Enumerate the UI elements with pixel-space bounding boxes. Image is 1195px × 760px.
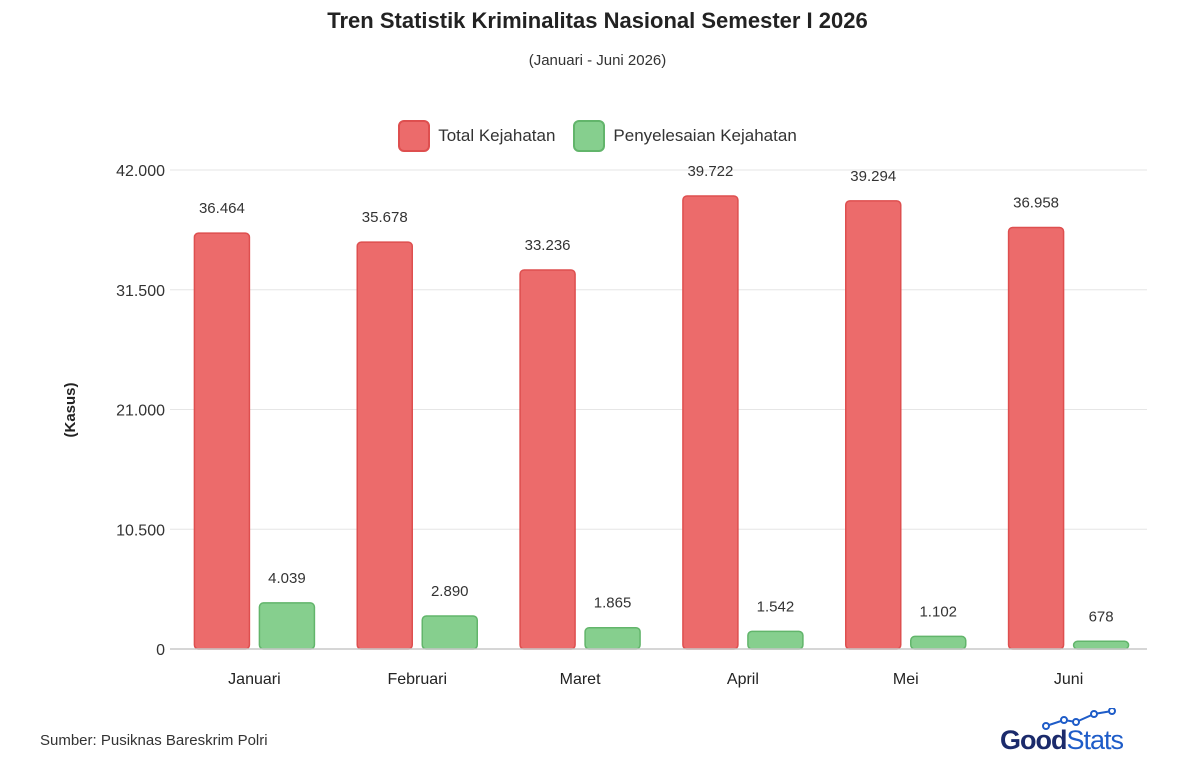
y-tick-label: 0 [156,642,165,659]
data-label-penyelesaian-kejahatan: 1.865 [594,595,632,612]
x-tick-label: April [727,671,759,688]
chart-title: Tren Statistik Kriminalitas Nasional Sem… [327,8,868,33]
data-label-total-kejahatan: 39.294 [850,168,896,185]
bar-total-kejahatan[interactable] [519,269,576,650]
legend-swatch-penyelesaian-kejahatan [573,120,606,152]
y-tick-label: 21.000 [116,403,165,420]
bar-penyelesaian-kejahatan[interactable] [421,615,478,650]
data-label-total-kejahatan: 36.958 [1013,195,1059,212]
y-tick-label: 31.500 [116,283,165,300]
data-label-penyelesaian-kejahatan: 1.102 [919,603,957,620]
x-tick-label: Juni [1054,671,1083,688]
legend-label-penyelesaian-kejahatan: Penyelesaian Kejahatan [613,126,797,145]
data-label-penyelesaian-kejahatan: 4.039 [268,570,306,587]
bar-total-kejahatan[interactable] [682,195,739,650]
x-tick-label: Maret [560,671,601,688]
data-label-total-kejahatan: 36.464 [199,200,245,217]
bar-penyelesaian-kejahatan[interactable] [747,630,804,650]
y-axis-ticks: 0 10.500 21.000 31.500 42.000 [116,163,165,659]
source-note: Sumber: Pusiknas Bareskrim Polri [40,732,268,749]
y-tick-label: 10.500 [116,522,165,539]
bar-total-kejahatan[interactable] [845,200,902,650]
bar-penyelesaian-kejahatan[interactable] [910,635,967,650]
legend-item-penyelesaian-kejahatan[interactable]: Penyelesaian Kejahatan [573,120,797,152]
y-axis-label: (Kasus) [62,382,79,437]
x-tick-label: Februari [387,671,447,688]
bar-total-kejahatan[interactable] [356,241,413,650]
legend-item-total-kejahatan[interactable]: Total Kejahatan [398,120,555,152]
data-label-total-kejahatan: 35.678 [362,209,408,226]
data-labels: 36.464 4.039 35.678 2.890 33.236 1.865 39.722 1… [199,163,1114,625]
bar-penyelesaian-kejahatan[interactable] [1072,640,1130,650]
logo-text-stats: Stats [1066,725,1124,755]
bar-total-kejahatan[interactable] [1007,226,1065,650]
bar-penyelesaian-kejahatan[interactable] [584,626,641,650]
logo-text-good: Good [1000,725,1067,755]
legend: Total Kejahatan Penyelesaian Kejahatan [0,120,1195,152]
bar-total-kejahatan[interactable] [193,232,251,650]
legend-swatch-total-kejahatan [398,120,431,152]
logo-trend-icon [1042,708,1116,730]
data-label-penyelesaian-kejahatan: 2.890 [431,583,469,600]
x-axis-ticks: Januari Februari Maret April Mei Juni [228,671,1083,688]
bars [193,195,1130,650]
data-label-penyelesaian-kejahatan: 678 [1089,608,1114,625]
chart-subtitle: (Januari - Juni 2026) [528,52,667,69]
goodstats-logo: GoodStats [1000,708,1150,756]
logo-text: GoodStats [1000,725,1124,756]
data-label-total-kejahatan: 39.722 [687,163,733,180]
data-label-penyelesaian-kejahatan: 1.542 [757,598,795,615]
bar-penyelesaian-kejahatan[interactable] [258,602,316,650]
data-label-total-kejahatan: 33.236 [525,237,571,254]
x-tick-label: Mei [893,671,919,688]
y-tick-label: 42.000 [116,163,165,180]
grid-lines [170,169,1147,530]
x-tick-label: Januari [228,671,280,688]
legend-label-total-kejahatan: Total Kejahatan [438,126,556,145]
